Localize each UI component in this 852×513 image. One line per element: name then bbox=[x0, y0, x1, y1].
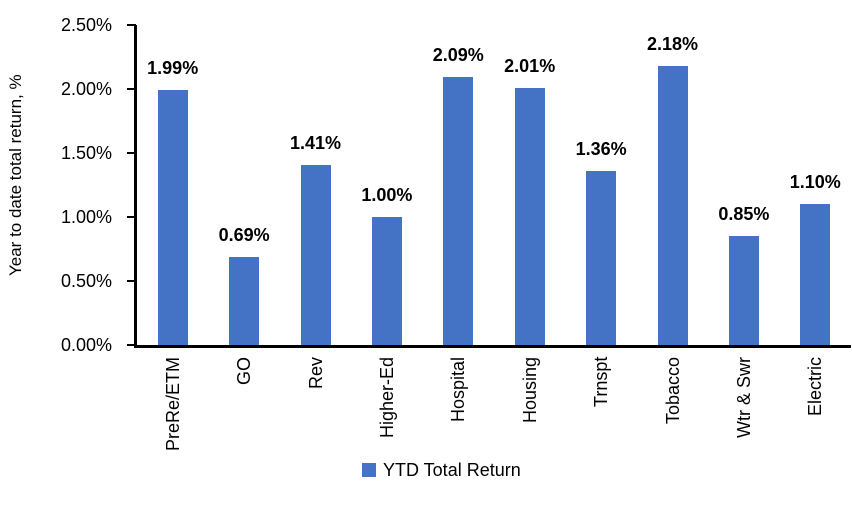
y-axis-tick-mark bbox=[127, 88, 136, 90]
y-axis-tick-mark bbox=[127, 152, 136, 154]
x-axis-tick-label: Hospital bbox=[448, 357, 469, 423]
x-axis-line bbox=[134, 345, 851, 348]
y-axis-tick-mark bbox=[127, 280, 136, 282]
bar bbox=[300, 164, 331, 345]
bar bbox=[800, 204, 831, 345]
bar bbox=[157, 90, 188, 345]
bar bbox=[371, 217, 402, 345]
bar-value-label: 2.01% bbox=[504, 55, 556, 76]
y-axis-tick-label: 0.00% bbox=[60, 335, 112, 355]
y-axis-tick-label: 0.50% bbox=[60, 271, 112, 291]
x-axis-tick-label: Rev bbox=[305, 357, 326, 390]
x-axis-tick-label: Tobacco bbox=[662, 357, 683, 425]
bar bbox=[514, 87, 545, 345]
y-axis-tick-mark bbox=[127, 216, 136, 218]
bar-value-label: 2.18% bbox=[646, 33, 699, 54]
x-axis-tick-label: Trnspt bbox=[591, 357, 612, 408]
legend: YTD Total Return bbox=[362, 459, 521, 481]
y-axis-tick-label: 1.00% bbox=[60, 207, 112, 227]
legend-marker-icon bbox=[362, 463, 376, 477]
bar bbox=[229, 256, 260, 345]
y-axis-tick-mark bbox=[127, 344, 136, 346]
y-axis-title: Year to date total return, % bbox=[6, 74, 25, 276]
bar-value-label: 0.85% bbox=[718, 204, 770, 225]
legend-label: YTD Total Return bbox=[383, 460, 521, 480]
bar-value-label: 1.99% bbox=[147, 58, 199, 79]
x-axis-tick-label: Electric bbox=[805, 357, 826, 417]
bar-value-label: 1.36% bbox=[575, 138, 627, 159]
bar-value-label: 2.09% bbox=[432, 45, 484, 66]
x-axis-tick-label: Wtr & Swr bbox=[733, 357, 754, 438]
bar-value-label: 1.00% bbox=[361, 185, 413, 205]
x-axis-tick-label: Housing bbox=[519, 357, 540, 424]
y-axis-tick-mark bbox=[127, 24, 136, 26]
y-axis-tick-label: 1.50% bbox=[60, 143, 112, 163]
bar-value-label: 1.10% bbox=[789, 172, 841, 193]
bar bbox=[657, 65, 688, 345]
y-axis-line bbox=[134, 25, 137, 347]
x-axis-tick-label: Higher-Ed bbox=[376, 357, 397, 439]
bar bbox=[586, 170, 617, 345]
y-axis-tick-label: 2.00% bbox=[60, 79, 112, 99]
bar bbox=[443, 77, 474, 345]
x-axis-tick-label: GO bbox=[234, 357, 255, 386]
y-axis-tick-label: 2.50% bbox=[60, 15, 112, 35]
x-axis-tick-label: PreRe/ETM bbox=[162, 357, 183, 452]
bar bbox=[728, 236, 759, 345]
bar-value-label: 1.41% bbox=[289, 132, 342, 153]
bar-value-label: 0.69% bbox=[218, 224, 270, 245]
